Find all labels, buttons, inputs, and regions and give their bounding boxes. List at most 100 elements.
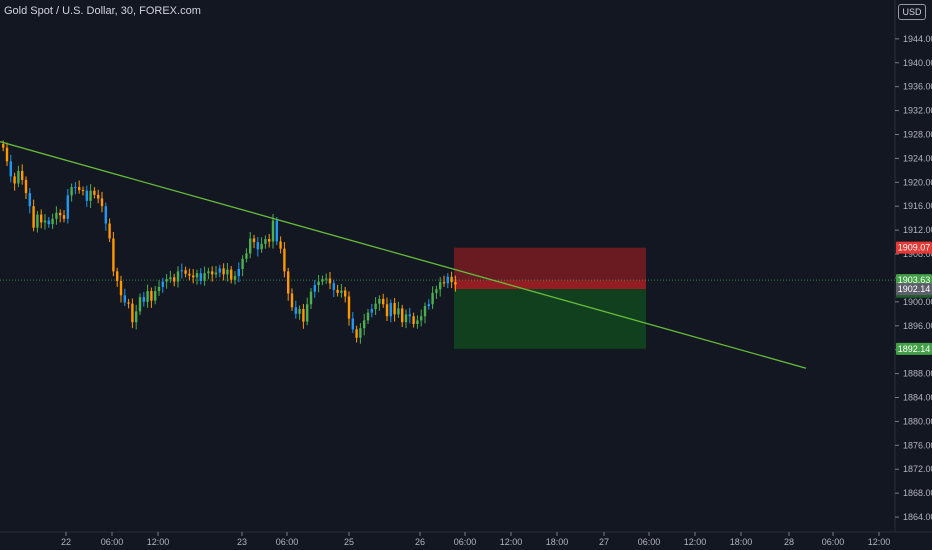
- candle-body: [169, 277, 172, 280]
- candle-body: [416, 320, 419, 324]
- candle-body: [260, 243, 263, 250]
- time-tick-label: 23: [237, 537, 247, 547]
- time-tick-label: 18:00: [730, 537, 753, 547]
- price-tag-label: 1909.07: [898, 243, 931, 253]
- candle-body: [176, 271, 180, 282]
- candle-body: [332, 283, 335, 290]
- price-tag-label: 1903.63: [898, 275, 931, 285]
- candle-body: [351, 318, 354, 330]
- candle-body: [70, 187, 73, 196]
- candle-body: [271, 220, 275, 242]
- candle-body: [173, 277, 176, 282]
- trendline[interactable]: [0, 141, 807, 369]
- price-tick-label: 1908.00: [903, 249, 932, 259]
- candle-body: [439, 282, 442, 290]
- price-tick-label: 1916.00: [903, 201, 932, 211]
- candle-body: [40, 214, 43, 223]
- price-tick-label: 1888.00: [903, 369, 932, 379]
- price-tick-label: 1872.00: [903, 464, 932, 474]
- candle-body: [233, 276, 237, 280]
- time-tick-label: 06:00: [638, 537, 661, 547]
- candle-body: [298, 309, 301, 314]
- candle-body: [157, 286, 161, 292]
- time-tick-label: 12:00: [684, 537, 707, 547]
- candle-body: [180, 270, 183, 272]
- candle-body: [100, 198, 104, 207]
- candle-body: [47, 220, 50, 225]
- candle-body: [241, 258, 244, 269]
- candle-body: [442, 282, 446, 284]
- candle-body: [359, 328, 362, 338]
- candle-body: [119, 280, 123, 296]
- time-tick-label: 12:00: [500, 537, 523, 547]
- candle-body: [290, 293, 294, 308]
- candle-body: [55, 212, 58, 219]
- take-profit-zone[interactable]: [454, 289, 646, 349]
- time-tick-label: 06:00: [822, 537, 845, 547]
- candle-body: [97, 194, 100, 199]
- candle-body: [188, 273, 191, 276]
- candle-body: [21, 170, 24, 180]
- candle-body: [279, 241, 282, 249]
- candle-body: [195, 273, 199, 278]
- candle-body: [252, 238, 256, 243]
- candle-body: [435, 289, 438, 293]
- candle-body: [268, 239, 271, 242]
- candle-body: [184, 270, 187, 274]
- candle-body: [62, 215, 66, 219]
- candle-body: [81, 190, 85, 192]
- candle-body: [74, 187, 77, 189]
- price-tick-label: 1876.00: [903, 440, 932, 450]
- candle-body: [366, 312, 370, 321]
- candle-body: [264, 239, 267, 244]
- candle-body: [112, 238, 115, 272]
- candle-body: [85, 190, 88, 201]
- candle-body: [211, 271, 214, 275]
- candle-body: [446, 276, 449, 284]
- candle-body: [321, 279, 324, 282]
- currency-button[interactable]: USD: [898, 4, 926, 20]
- candle-body: [328, 278, 332, 284]
- candle-body: [13, 176, 16, 184]
- time-tick-label: 27: [599, 537, 609, 547]
- time-tick-label: 12:00: [868, 537, 891, 547]
- candle-body: [127, 302, 130, 304]
- candle-body: [408, 314, 411, 317]
- price-tag-label: 1892.14: [898, 344, 931, 354]
- candle-body: [427, 304, 430, 307]
- time-tick-label: 25: [344, 537, 354, 547]
- price-tick-label: 1912.00: [903, 225, 932, 235]
- candle-body: [325, 278, 328, 280]
- candle-body: [116, 271, 119, 281]
- candle-body: [306, 304, 309, 322]
- candle-body: [313, 285, 316, 292]
- time-tick-label: 06:00: [276, 537, 299, 547]
- candle-body: [344, 290, 347, 297]
- candle-body: [249, 238, 252, 254]
- candle-body: [378, 298, 381, 304]
- candle-body: [150, 291, 153, 301]
- candle-body: [389, 303, 392, 317]
- candle-body: [131, 303, 134, 323]
- candle-body: [199, 273, 202, 281]
- time-tick-label: 06:00: [101, 537, 124, 547]
- price-tick-label: 1928.00: [903, 129, 932, 139]
- price-tick-label: 1924.00: [903, 153, 932, 163]
- candle-body: [226, 269, 229, 275]
- price-tick-label: 1880.00: [903, 416, 932, 426]
- candle-body: [154, 291, 157, 301]
- candle-body: [93, 190, 96, 195]
- candle-body: [347, 296, 351, 319]
- candle-body: [309, 291, 313, 305]
- candle-body: [287, 271, 290, 294]
- stop-loss-zone[interactable]: [454, 247, 646, 281]
- candle-body: [59, 212, 62, 216]
- candle-body: [89, 190, 92, 201]
- candle-body: [218, 268, 221, 273]
- candle-body: [165, 279, 168, 282]
- candle-body: [192, 275, 195, 278]
- price-tick-label: 1884.00: [903, 393, 932, 403]
- price-tick-label: 1896.00: [903, 321, 932, 331]
- price-tick-label: 1868.00: [903, 488, 932, 498]
